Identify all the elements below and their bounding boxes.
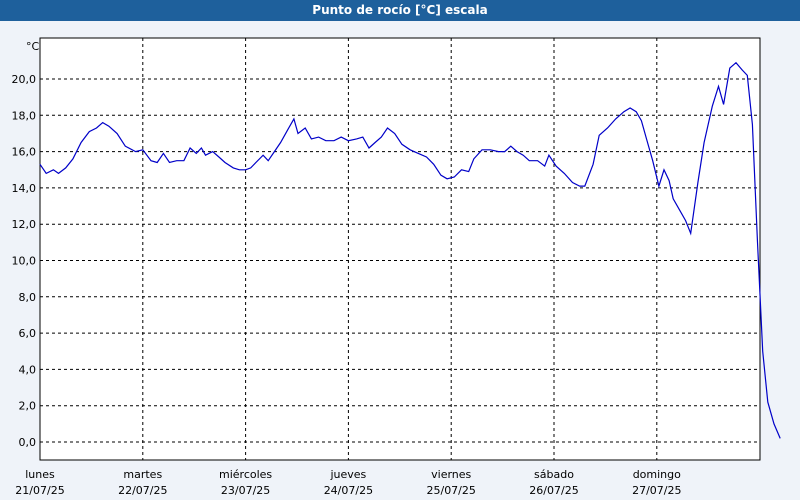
x-tick-date: 23/07/25 [221, 484, 270, 497]
y-tick-label: 16,0 [12, 146, 37, 159]
chart-title: Punto de rocío [°C] escala [0, 0, 800, 21]
y-tick-label: 14,0 [12, 182, 37, 195]
x-tick-weekday: viernes [431, 468, 471, 481]
y-tick-label: 12,0 [12, 218, 37, 231]
y-tick-label: 10,0 [12, 255, 37, 268]
x-axis: lunes 21/07/25 martes 22/07/25 miércoles 23/0… [15, 468, 681, 497]
y-tick-label: 18,0 [12, 109, 37, 122]
x-tick-date: 21/07/25 [15, 484, 64, 497]
x-tick-weekday: miércoles [219, 468, 272, 481]
x-tick-weekday: sábado [534, 468, 574, 481]
series-line [39, 61, 781, 439]
y-axis: 0,0 2,0 4,0 6,0 8,0 10,0 12,0 14,0 16,0 18,0 20,0 [12, 73, 37, 449]
x-tick-date: 26/07/25 [529, 484, 578, 497]
y-tick-label: 20,0 [12, 73, 37, 86]
x-tick-date: 24/07/25 [324, 484, 373, 497]
x-tick-date: 22/07/25 [118, 484, 167, 497]
x-tick-weekday: lunes [25, 468, 55, 481]
y-tick-label: 2,0 [19, 400, 37, 413]
y-axis-unit: °C [26, 40, 40, 53]
y-tick-label: 4,0 [19, 363, 37, 376]
y-tick-label: 8,0 [19, 291, 37, 304]
x-tick-weekday: jueves [329, 468, 366, 481]
x-tick-date: 27/07/25 [632, 484, 681, 497]
x-tick-weekday: domingo [633, 468, 681, 481]
y-tick-label: 0,0 [19, 436, 37, 449]
y-tick-label: 6,0 [19, 327, 37, 340]
grid [40, 38, 760, 460]
x-tick-date: 25/07/25 [426, 484, 475, 497]
plot-area [39, 37, 761, 461]
x-tick-weekday: martes [123, 468, 162, 481]
